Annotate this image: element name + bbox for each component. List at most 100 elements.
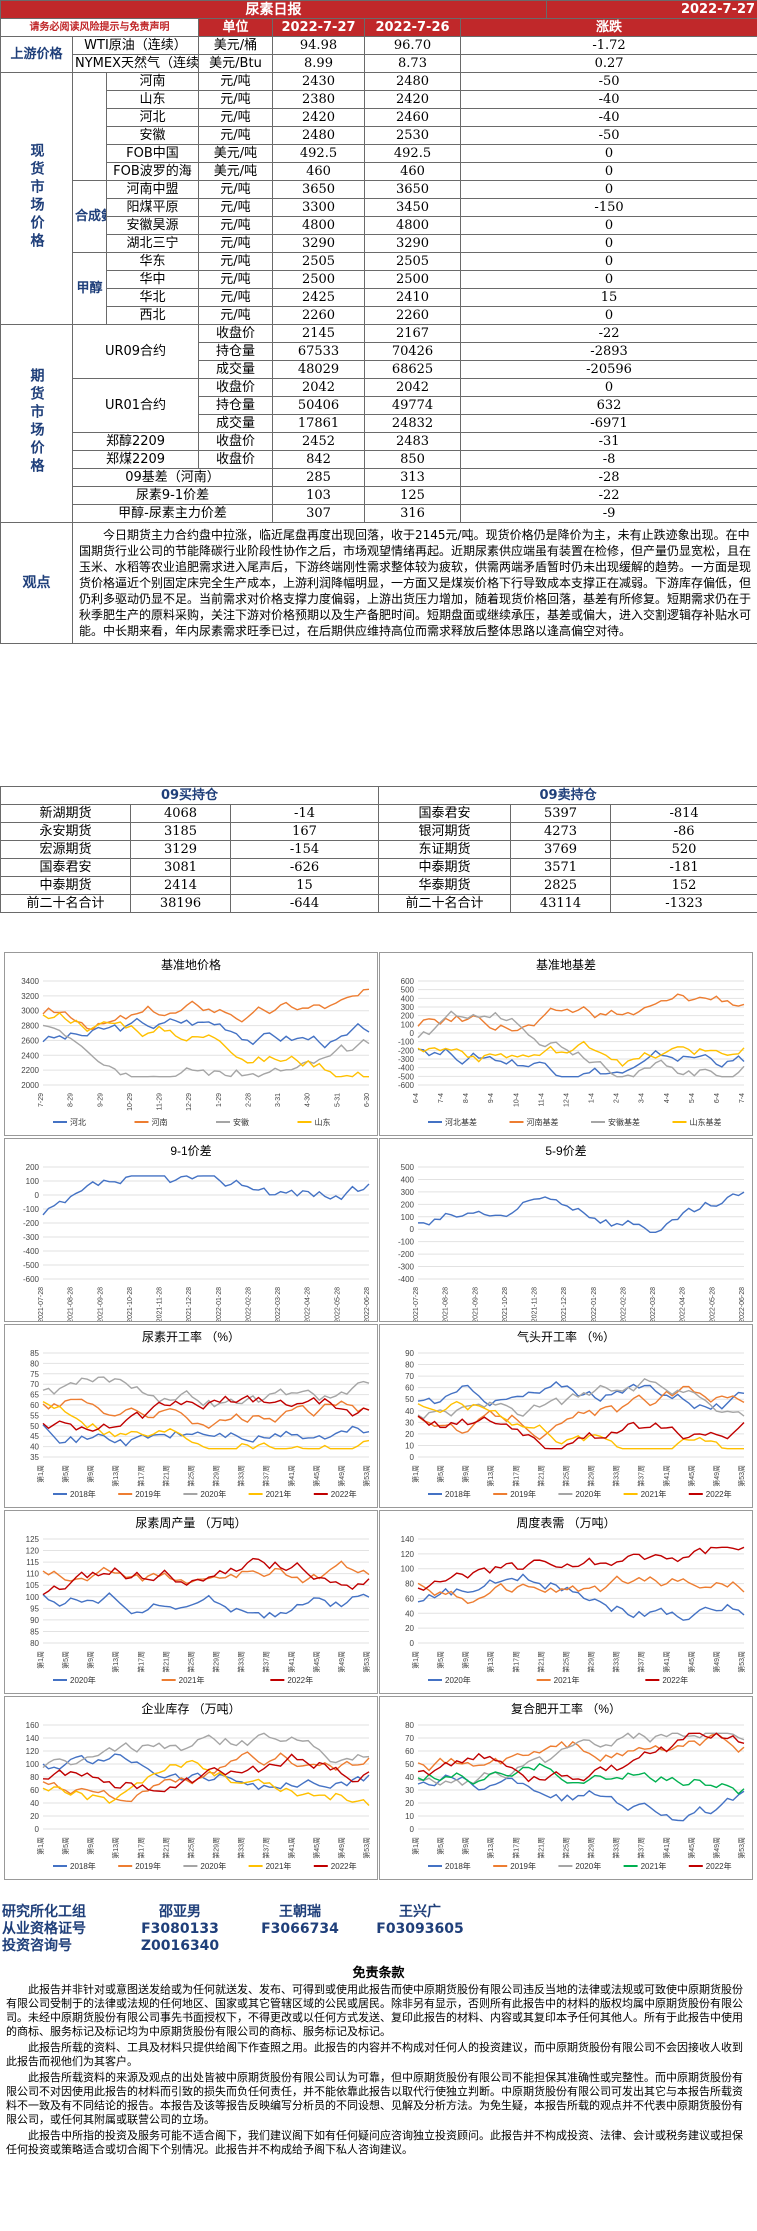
- cell-change: 0: [459, 216, 757, 235]
- series-line: [417, 1774, 745, 1822]
- cell-value: 2420: [272, 108, 365, 127]
- cell-change: 0: [459, 144, 757, 163]
- series-line: [42, 1017, 370, 1049]
- x-tick-label: 第13周: [486, 1651, 495, 1673]
- x-tick-label: 11-29: [157, 1093, 164, 1110]
- legend-item: 2019年: [135, 1861, 161, 1871]
- x-tick-label: 第25周: [561, 1837, 570, 1859]
- cell-value: 850: [364, 450, 461, 469]
- series-line: [417, 1415, 745, 1450]
- table-row: WTI原油（连续）: [72, 36, 199, 55]
- y-tick-label: 3400: [21, 977, 39, 986]
- table-row: 前二十名合计 38196 -644 前二十名合计 43114 -1323: [0, 894, 757, 913]
- y-tick-label: 2800: [21, 1022, 39, 1031]
- buy-title: 09买持仓: [0, 786, 380, 805]
- series-line: [417, 1191, 745, 1233]
- cell-change: -150: [459, 198, 757, 217]
- disclaimer-p1: 此报告并非针对或意图送发给或为任何就送发、发布、可得到或使用此报告而使中原期货股…: [6, 1983, 743, 2038]
- cell-change: 0: [459, 270, 757, 289]
- cell-value: 307: [272, 504, 365, 523]
- x-tick-label: 第37周: [637, 1651, 646, 1673]
- x-tick-label: 第53周: [362, 1837, 371, 1859]
- table-row: 成交量: [198, 414, 273, 433]
- x-tick-label: 第41周: [287, 1837, 296, 1859]
- y-tick-label: 40: [405, 1407, 414, 1416]
- report-title: 尿素日报: [0, 0, 548, 19]
- x-tick-label: 第41周: [662, 1651, 671, 1673]
- x-tick-label: 第17周: [511, 1465, 520, 1487]
- y-tick-label: 80: [405, 1361, 414, 1370]
- series-line: [42, 988, 370, 1031]
- x-tick-label: 2022-06-28: [739, 1287, 746, 1321]
- cell-value: 2500: [272, 270, 365, 289]
- x-tick-label: 7-29: [38, 1093, 45, 1107]
- x-tick-label: 第29周: [587, 1651, 596, 1673]
- x-tick-label: 第17周: [511, 1837, 520, 1859]
- x-tick-label: 7-4: [438, 1093, 445, 1103]
- cell-change: 0: [459, 306, 757, 325]
- cell-value: 2500: [364, 270, 461, 289]
- x-tick-label: 第37周: [637, 1465, 646, 1487]
- x-tick-label: 第13周: [111, 1465, 120, 1487]
- y-tick-label: -500: [398, 1072, 415, 1081]
- y-tick-label: -300: [398, 1263, 415, 1272]
- x-tick-label: 2022-05-28: [709, 1287, 716, 1321]
- y-tick-label: 70: [405, 1372, 414, 1381]
- y-tick-label: 120: [26, 1547, 40, 1556]
- consult-number: Z0016340: [140, 1937, 220, 1954]
- cell-value: 3290: [364, 234, 461, 253]
- table-row: FOB波罗的海: [106, 162, 199, 181]
- x-tick-label: 第13周: [486, 1837, 495, 1859]
- x-tick-label: 第1周: [36, 1837, 45, 1855]
- y-tick-label: -100: [398, 1038, 415, 1047]
- series-line: [417, 1385, 745, 1441]
- legend-item: 2021年: [266, 1861, 292, 1871]
- disclaimer-p2: 此报告所载的资料、工具及材料只提供给阁下作查照之用。此报告的内容并不构成对任何人…: [6, 2041, 743, 2068]
- cell-value: 2505: [272, 252, 365, 271]
- cell-unit: 美元/吨: [198, 144, 273, 163]
- risk-disclaimer-link[interactable]: 请务必阅读风险提示与免责声明: [0, 18, 199, 37]
- y-tick-label: -200: [23, 1219, 40, 1228]
- x-tick-label: 第49周: [337, 1651, 346, 1673]
- disclaimer-title: 免责条款: [352, 1966, 405, 1981]
- y-tick-label: 40: [405, 1609, 414, 1618]
- x-tick-label: 第1周: [411, 1465, 420, 1483]
- x-tick-label: 6-4: [413, 1093, 420, 1103]
- cell-change: -9: [459, 504, 757, 523]
- x-tick-label: 第25周: [561, 1465, 570, 1487]
- y-tick-label: 0: [410, 1639, 415, 1648]
- cell-change: -1.72: [459, 36, 757, 55]
- x-tick-label: 2021-08-28: [443, 1287, 450, 1321]
- legend-item: 2022年: [287, 1675, 313, 1685]
- table-row: 甲醇-尿素主力价差: [72, 504, 273, 523]
- series-line: [42, 1394, 370, 1432]
- y-tick-label: 2200: [21, 1066, 39, 1075]
- legend-item: 2019年: [510, 1861, 536, 1871]
- y-tick-label: 70: [405, 1734, 414, 1743]
- cell-value: 2260: [364, 306, 461, 325]
- x-tick-label: 第17周: [136, 1651, 145, 1673]
- table-row: 09基差（河南）: [72, 468, 273, 487]
- col-date2: 2022-7-26: [364, 18, 461, 37]
- chart-c10: 复合肥开工率 （%） 80 70 60 50 40 30 20 10 0 第1周 第5周 第9周 第13周…: [379, 1696, 753, 1880]
- cell-value: 492.5: [272, 144, 365, 163]
- x-tick-label: 第25周: [186, 1651, 195, 1673]
- series-line: [42, 1424, 370, 1447]
- y-tick-label: 160: [26, 1721, 40, 1730]
- x-tick-label: 第45周: [687, 1837, 696, 1859]
- y-tick-label: 90: [405, 1349, 414, 1358]
- cell-value: 2167: [364, 324, 461, 343]
- series-line: [417, 1040, 745, 1068]
- cert-number: F3066734: [261, 1920, 339, 1937]
- x-tick-label: 5-4: [689, 1093, 696, 1103]
- x-tick-label: 2021-12-28: [186, 1287, 193, 1321]
- x-tick-label: 4-30: [305, 1093, 312, 1107]
- cell-value: 103: [272, 486, 365, 505]
- x-tick-label: 第9周: [86, 1651, 95, 1669]
- y-tick-label: -100: [23, 1205, 40, 1214]
- table-row: 山东: [106, 90, 199, 109]
- x-tick-label: 3-4: [639, 1093, 646, 1103]
- x-tick-label: 第1周: [36, 1651, 45, 1669]
- y-tick-label: 0: [35, 1191, 40, 1200]
- y-tick-label: 70: [30, 1380, 39, 1389]
